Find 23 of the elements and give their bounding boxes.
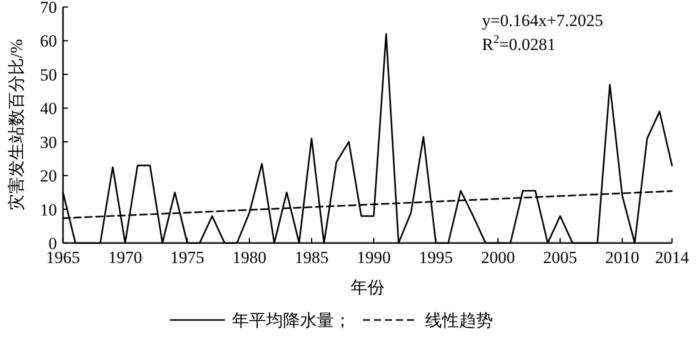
legend-label: 线性趋势 (425, 311, 493, 330)
xlabel: 年份 (350, 278, 384, 297)
annotation: y=0.164x+7.2025 (482, 11, 604, 30)
x-tick-label: 2010 (605, 248, 640, 267)
x-tick-label: 2000 (481, 248, 515, 267)
x-tick-label: 1980 (232, 248, 266, 267)
y-tick-label: 70 (40, 0, 57, 17)
x-tick-label: 2014 (655, 248, 690, 267)
legend-label: 年平均降水量； (232, 311, 351, 330)
y-tick-label: 30 (40, 132, 57, 152)
x-tick-label: 1970 (108, 248, 142, 267)
x-tick-label: 2005 (543, 248, 578, 267)
x-tick-label: 1985 (294, 248, 329, 267)
x-tick-label: 1975 (170, 248, 204, 267)
y-tick-label: 20 (40, 166, 57, 186)
x-tick-label: 1995 (418, 248, 453, 267)
annotation: R$^{2}$=0.0281 (482, 32, 556, 54)
ylabel: 灾害发生站数百分比/% (7, 39, 26, 211)
x-tick-label: 1990 (356, 248, 391, 267)
y-tick-label: 60 (40, 32, 57, 51)
y-tick-label: 50 (40, 65, 57, 84)
y-tick-label: 40 (40, 99, 57, 118)
y-tick-label: 10 (40, 200, 57, 220)
